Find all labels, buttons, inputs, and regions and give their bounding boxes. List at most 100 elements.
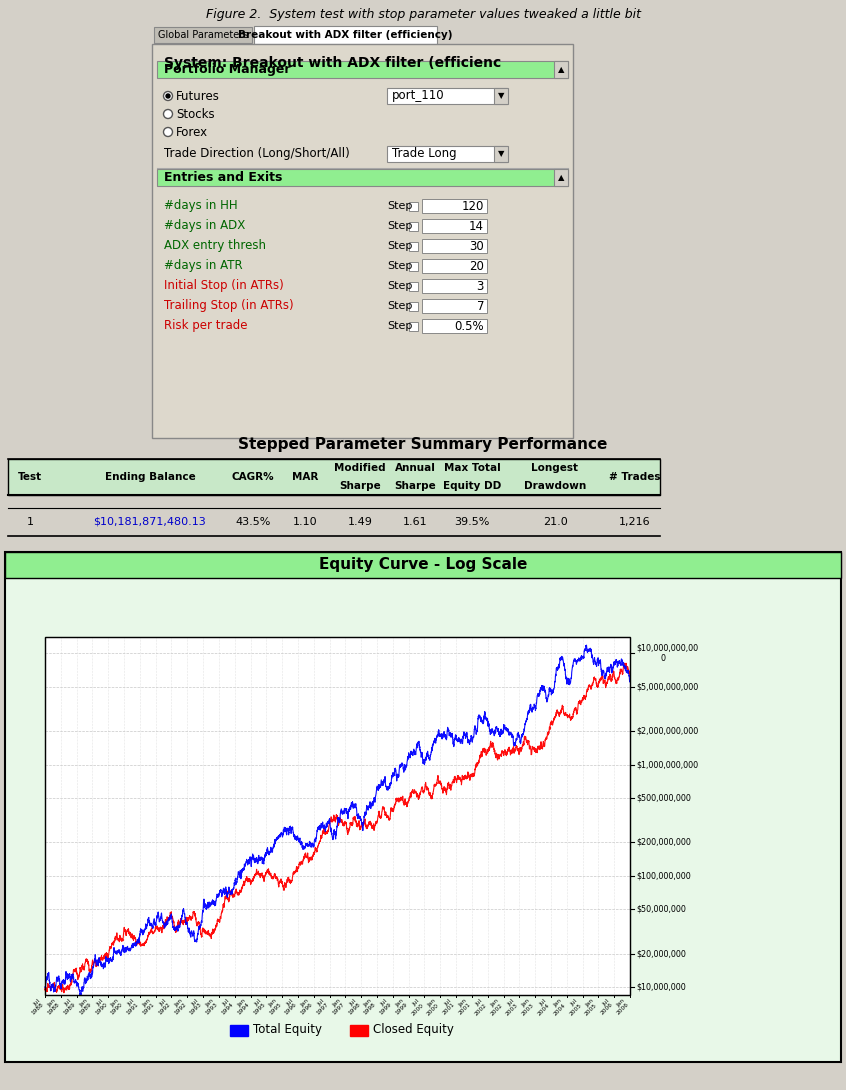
Bar bbox=[422, 239, 487, 253]
Text: $200,000,000: $200,000,000 bbox=[636, 838, 691, 847]
Text: Jul
1995: Jul 1995 bbox=[248, 998, 266, 1016]
Text: MAR: MAR bbox=[292, 472, 318, 482]
Text: Risk per trade: Risk per trade bbox=[164, 319, 248, 332]
Text: Step: Step bbox=[387, 261, 412, 271]
Text: Jul
2000: Jul 2000 bbox=[406, 998, 425, 1016]
Bar bbox=[157, 169, 568, 186]
Text: Jul
1998: Jul 1998 bbox=[343, 998, 361, 1016]
Text: Jan
2005: Jan 2005 bbox=[580, 998, 598, 1016]
Text: 20: 20 bbox=[470, 259, 484, 272]
Bar bbox=[409, 222, 418, 231]
Text: Drawdown: Drawdown bbox=[524, 481, 586, 490]
Text: Longest: Longest bbox=[531, 463, 579, 473]
Text: Closed Equity: Closed Equity bbox=[373, 1024, 453, 1037]
Bar bbox=[422, 219, 487, 233]
Text: $5,000,000,000: $5,000,000,000 bbox=[636, 682, 698, 691]
Text: $50,000,000: $50,000,000 bbox=[636, 905, 686, 913]
Bar bbox=[5, 552, 841, 1062]
Text: Sharpe: Sharpe bbox=[339, 481, 381, 490]
Text: Jan
2002: Jan 2002 bbox=[486, 998, 503, 1016]
Bar bbox=[230, 1025, 248, 1036]
Text: Jan
1991: Jan 1991 bbox=[138, 998, 156, 1016]
Text: Sharpe: Sharpe bbox=[394, 481, 436, 490]
Bar bbox=[5, 552, 841, 578]
Text: Jul
1990: Jul 1990 bbox=[90, 998, 108, 1016]
Text: $2,000,000,000: $2,000,000,000 bbox=[636, 727, 698, 736]
Circle shape bbox=[163, 92, 173, 100]
Text: Jul
1996: Jul 1996 bbox=[280, 998, 298, 1016]
Text: Jul
2002: Jul 2002 bbox=[470, 998, 487, 1016]
Text: Equity DD: Equity DD bbox=[442, 481, 501, 490]
Bar bbox=[494, 88, 508, 104]
Text: #days in HH: #days in HH bbox=[164, 199, 238, 213]
Circle shape bbox=[163, 109, 173, 119]
Text: Max Total: Max Total bbox=[443, 463, 500, 473]
Text: System: Breakout with ADX filter (efficienc: System: Breakout with ADX filter (effici… bbox=[164, 56, 501, 70]
Bar bbox=[387, 146, 507, 162]
Bar bbox=[154, 27, 252, 43]
Bar bbox=[409, 262, 418, 271]
Text: $10,000,000,00
          0: $10,000,000,00 0 bbox=[636, 643, 698, 663]
Text: Step: Step bbox=[387, 221, 412, 231]
Text: $100,000,000: $100,000,000 bbox=[636, 871, 690, 881]
Bar bbox=[554, 61, 568, 78]
Text: Stocks: Stocks bbox=[176, 108, 215, 121]
Text: Forex: Forex bbox=[176, 125, 208, 138]
Text: Equity Curve - Log Scale: Equity Curve - Log Scale bbox=[319, 557, 527, 572]
Text: Modified: Modified bbox=[334, 463, 386, 473]
Text: Step: Step bbox=[387, 201, 412, 211]
Text: 1,216: 1,216 bbox=[619, 517, 651, 526]
Text: Jan
1989: Jan 1989 bbox=[74, 998, 92, 1016]
Text: Trailing Stop (in ATRs): Trailing Stop (in ATRs) bbox=[164, 300, 294, 313]
Text: Jan
1996: Jan 1996 bbox=[296, 998, 314, 1016]
Text: Step: Step bbox=[387, 241, 412, 251]
Text: ▼: ▼ bbox=[497, 92, 504, 100]
Text: Jan
1993: Jan 1993 bbox=[201, 998, 219, 1016]
Text: $500,000,000: $500,000,000 bbox=[636, 794, 691, 802]
Bar bbox=[409, 202, 418, 211]
Text: Jul
2001: Jul 2001 bbox=[438, 998, 456, 1016]
Text: Jan
1990: Jan 1990 bbox=[106, 998, 124, 1016]
Bar bbox=[422, 259, 487, 272]
Text: Stepped Parameter Summary Performance: Stepped Parameter Summary Performance bbox=[239, 437, 607, 452]
Bar bbox=[422, 299, 487, 313]
Text: # Trades: # Trades bbox=[609, 472, 661, 482]
Bar bbox=[422, 279, 487, 293]
Text: 43.5%: 43.5% bbox=[235, 517, 271, 526]
Text: Jul
1988: Jul 1988 bbox=[27, 998, 45, 1016]
Text: Global Parameters: Global Parameters bbox=[158, 31, 248, 40]
Text: 120: 120 bbox=[462, 199, 484, 213]
Text: Jan
1988: Jan 1988 bbox=[42, 998, 61, 1016]
Text: Jul
1992: Jul 1992 bbox=[153, 998, 172, 1016]
Text: 1.61: 1.61 bbox=[403, 517, 427, 526]
Text: Jan
2006: Jan 2006 bbox=[612, 998, 630, 1016]
Text: Test: Test bbox=[18, 472, 42, 482]
Text: 1.10: 1.10 bbox=[293, 517, 317, 526]
Bar bbox=[152, 44, 573, 438]
Text: Step: Step bbox=[387, 320, 412, 331]
Bar bbox=[409, 242, 418, 251]
Circle shape bbox=[163, 128, 173, 136]
Bar bbox=[494, 146, 508, 162]
Text: Jul
2005: Jul 2005 bbox=[564, 998, 583, 1016]
Text: Entries and Exits: Entries and Exits bbox=[164, 171, 283, 184]
Text: Step: Step bbox=[387, 281, 412, 291]
Text: Futures: Futures bbox=[176, 89, 220, 102]
Text: $10,000,000: $10,000,000 bbox=[636, 983, 686, 992]
Text: Jul
1997: Jul 1997 bbox=[311, 998, 330, 1016]
Text: Ending Balance: Ending Balance bbox=[105, 472, 195, 482]
Text: Trade Direction (Long/Short/All): Trade Direction (Long/Short/All) bbox=[164, 147, 349, 160]
Text: Jul
2006: Jul 2006 bbox=[596, 998, 614, 1016]
Text: Jan
1992: Jan 1992 bbox=[169, 998, 187, 1016]
Text: 30: 30 bbox=[470, 240, 484, 253]
Text: Jan
1997: Jan 1997 bbox=[327, 998, 345, 1016]
Bar bbox=[350, 1025, 368, 1036]
Bar bbox=[8, 459, 660, 495]
Text: Initial Stop (in ATRs): Initial Stop (in ATRs) bbox=[164, 279, 283, 292]
Text: Portfolio Manager: Portfolio Manager bbox=[164, 63, 290, 76]
Text: 14: 14 bbox=[469, 219, 484, 232]
Bar bbox=[387, 88, 507, 104]
Text: Jan
1998: Jan 1998 bbox=[359, 998, 377, 1016]
Text: Jan
2000: Jan 2000 bbox=[422, 998, 440, 1016]
Text: #days in ADX: #days in ADX bbox=[164, 219, 245, 232]
